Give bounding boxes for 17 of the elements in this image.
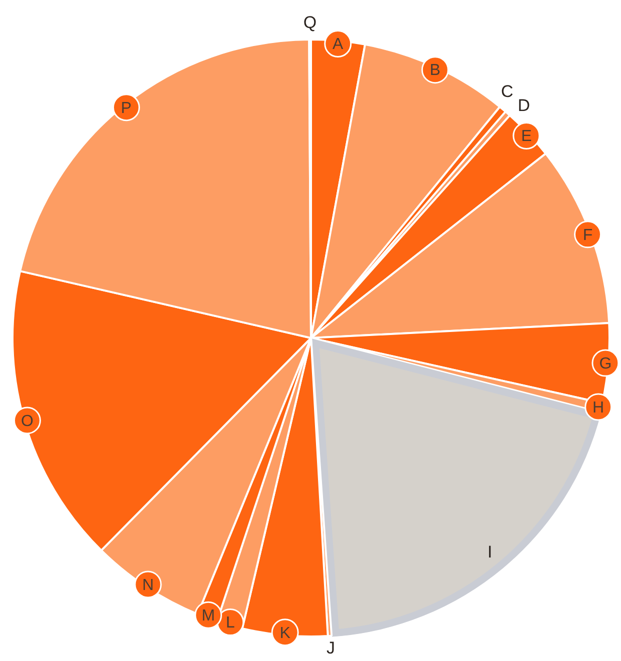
slice-label: Q [303, 13, 317, 32]
slice-label: J [326, 638, 335, 658]
slice-label: L [226, 614, 235, 632]
slice-label: A [332, 36, 344, 54]
slice-label: O [21, 412, 34, 430]
slice-label: E [521, 128, 532, 146]
legend-label: K [280, 624, 291, 642]
slice-label: I [488, 542, 492, 562]
slice-label: G [599, 355, 612, 372]
slice-label: D [518, 96, 530, 116]
slice-label: C [501, 82, 514, 101]
slice-label: F [582, 226, 593, 244]
slice-label: P [120, 100, 132, 117]
slice-label: H [592, 399, 604, 416]
slice-label: N [142, 576, 154, 594]
slice-label: M [202, 607, 215, 624]
slice-label: B [430, 62, 440, 80]
